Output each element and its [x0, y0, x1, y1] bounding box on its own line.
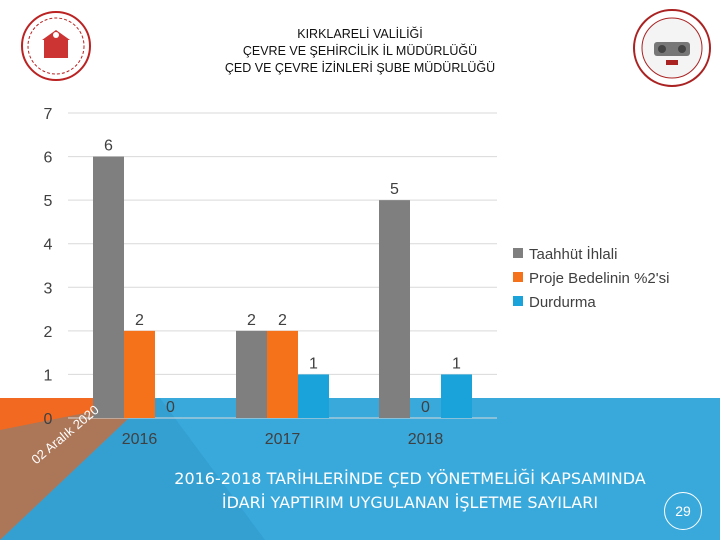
bar	[93, 156, 124, 419]
y-tick-label: 0	[44, 411, 53, 428]
bar	[379, 200, 410, 418]
bar	[267, 330, 298, 418]
y-tick-label: 4	[44, 237, 53, 254]
caption-line-2: İDARİ YAPTIRIM UYGULANAN İŞLETME SAYILAR…	[221, 493, 599, 512]
bar	[298, 374, 329, 418]
x-tick-label: 2018	[408, 431, 444, 448]
valilik-emblem-icon	[20, 10, 92, 82]
bar	[236, 330, 267, 418]
kirklareli-city-seal-icon	[632, 8, 712, 88]
legend-swatch	[513, 296, 523, 306]
header-line-1: KIRKLARELİ VALİLİĞİ	[297, 27, 423, 41]
header-line-2: ÇEVRE VE ŞEHİRCİLİK İL MÜDÜRLÜĞÜ	[242, 44, 478, 58]
page-number: 29	[664, 492, 702, 530]
legend-swatch	[513, 272, 523, 282]
x-tick-label: 2016	[122, 431, 158, 448]
x-tick-label: 2017	[265, 431, 301, 448]
legend-swatch	[513, 248, 523, 258]
footer-orange-triangle	[0, 398, 150, 540]
y-tick-label: 7	[44, 106, 53, 123]
data-label: 0	[421, 399, 430, 416]
y-tick-label: 3	[44, 280, 53, 297]
data-label: 1	[309, 355, 318, 372]
bar	[441, 374, 472, 418]
y-tick-label: 1	[44, 367, 53, 384]
caption-line-1: 2016-2018 TARİHLERİNDE ÇED YÖNETMELİĞİ K…	[174, 469, 646, 488]
data-label: 2	[278, 312, 287, 329]
data-label: 1	[452, 355, 461, 372]
header-line-3: ÇED VE ÇEVRE İZİNLERİ ŞUBE MÜDÜRLÜĞÜ	[224, 61, 496, 75]
footer-blue-band	[0, 398, 720, 540]
legend-entry: Durdurma	[529, 294, 596, 311]
y-tick-label: 5	[44, 193, 53, 210]
footer-dark-wedge	[0, 398, 265, 540]
data-label: 2	[135, 312, 144, 329]
legend-entry: Proje Bedelinin %2'si	[529, 270, 669, 287]
data-label: 2	[247, 312, 256, 329]
data-label: 0	[166, 399, 175, 416]
data-label: 6	[104, 138, 113, 155]
legend-entry: Taahhüt İhlali	[529, 245, 617, 263]
y-tick-label: 2	[44, 324, 53, 341]
bar-chart: 0 1 2 3 4 5 6 7 6 2 0 2016 2 2 1 2017 5 0 1 2018 Taahhüt İhl…	[44, 106, 670, 448]
header-title-block: KIRKLARELİ VALİLİĞİ ÇEVRE VE ŞEHİRCİLİK …	[150, 26, 570, 77]
data-label: 5	[390, 181, 399, 198]
bar	[124, 330, 155, 418]
slide-caption: 2016-2018 TARİHLERİNDE ÇED YÖNETMELİĞİ K…	[140, 467, 680, 515]
y-tick-label: 6	[44, 150, 53, 167]
